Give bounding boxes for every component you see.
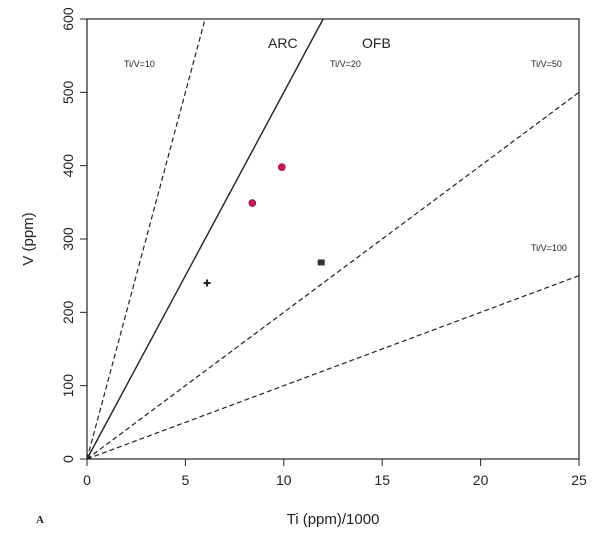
x-tick-label: 10 xyxy=(276,472,292,488)
x-tick-label: 5 xyxy=(182,472,190,488)
y-axis-title: V (ppm) xyxy=(20,212,37,265)
region-label-ofb: OFB xyxy=(362,35,391,51)
y-tick-label: 300 xyxy=(60,227,76,251)
plot-frame xyxy=(86,18,580,460)
x-tick-label: 25 xyxy=(571,472,587,488)
data-point-circle xyxy=(278,163,286,171)
y-tick-label: 200 xyxy=(60,300,76,324)
x-axis: 0 5 10 15 20 25 xyxy=(83,459,587,488)
y-tick-label: 500 xyxy=(60,80,76,104)
panel-label: A xyxy=(36,514,44,526)
ratio-label-10: Ti/V=10 xyxy=(124,59,155,69)
data-point-square xyxy=(317,259,325,266)
y-tick-label: 100 xyxy=(60,374,76,398)
data-point-circle xyxy=(248,199,257,207)
data-points xyxy=(203,163,325,287)
x-tick-label: 20 xyxy=(473,472,489,488)
x-tick-label: 0 xyxy=(83,472,91,488)
ratio-line-50 xyxy=(86,91,580,460)
ratio-lines xyxy=(86,18,580,460)
y-tick-label: 400 xyxy=(60,154,76,178)
ratio-line-100 xyxy=(86,275,580,460)
ratio-line-10 xyxy=(86,18,206,460)
ratio-label-20: Ti/V=20 xyxy=(330,59,361,69)
y-axis: 0 100 200 300 400 500 600 xyxy=(60,7,87,463)
x-axis-title: Ti (ppm)/1000 xyxy=(287,511,380,528)
ratio-line-20 xyxy=(86,18,324,460)
data-point-plus xyxy=(203,279,211,287)
ratio-label-50: Ti/V=50 xyxy=(531,59,562,69)
region-label-arc: ARC xyxy=(268,35,298,51)
ratio-label-100: Ti/V=100 xyxy=(531,243,567,253)
y-tick-label: 0 xyxy=(60,455,76,463)
x-tick-label: 15 xyxy=(374,472,390,488)
y-tick-label: 600 xyxy=(60,7,76,31)
